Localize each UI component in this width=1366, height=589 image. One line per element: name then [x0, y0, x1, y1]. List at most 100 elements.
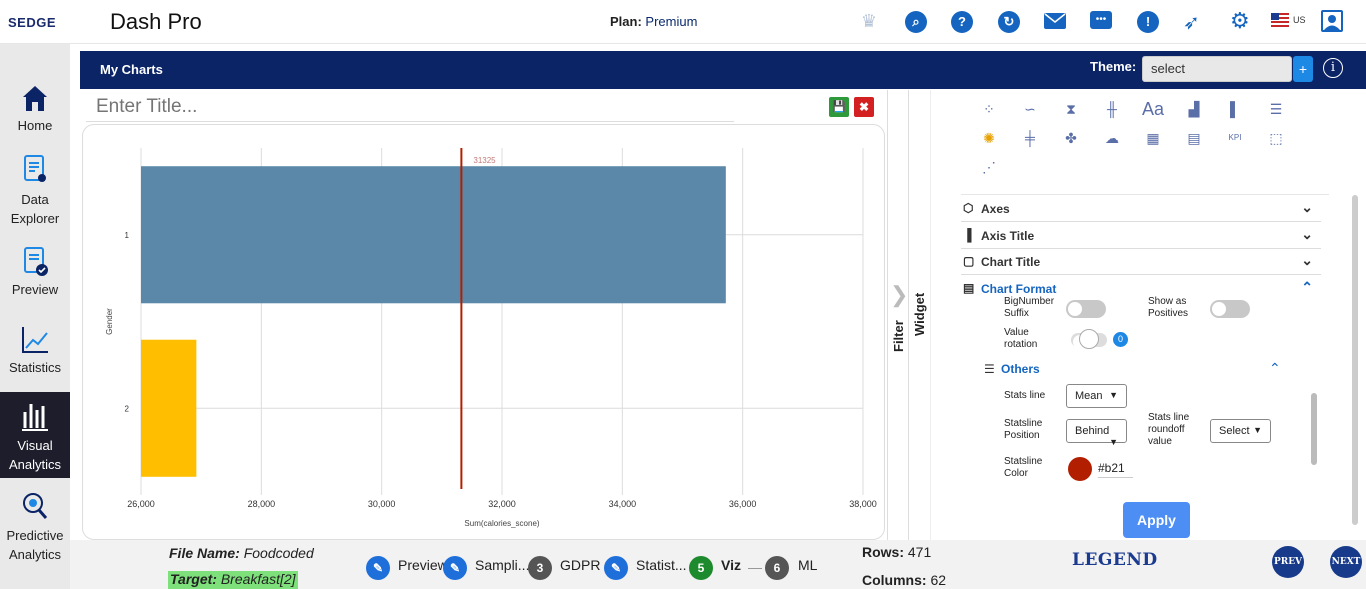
sidebar-item-statistics[interactable]: Statistics: [0, 324, 70, 382]
bar-chart-icon[interactable]: ▌: [1230, 101, 1240, 117]
accordion-chart-title[interactable]: ▢ Chart Title ⌄: [961, 248, 1321, 275]
radar-chart-icon[interactable]: ✺: [983, 130, 995, 146]
target-label: Target:: [170, 571, 217, 587]
step-ml[interactable]: ML: [798, 557, 818, 573]
data-explorer-icon: [24, 155, 46, 182]
box-plot-icon[interactable]: ╪: [1025, 130, 1035, 146]
theme-select[interactable]: select: [1142, 56, 1292, 82]
statsline-color-swatch[interactable]: [1068, 457, 1092, 481]
next-button[interactable]: NEXT: [1330, 546, 1362, 578]
sidebar-item-visual-analytics[interactable]: Visual Analytics: [0, 392, 70, 478]
bar[interactable]: [141, 339, 197, 477]
step-sampling[interactable]: Sampli...: [475, 557, 530, 573]
accordion-label: Axis Title: [981, 229, 1035, 243]
text-widget-icon[interactable]: Aa: [1142, 99, 1165, 119]
save-icon[interactable]: 💾: [829, 97, 849, 117]
columns-count: Columns: 62: [862, 572, 946, 588]
alert-icon[interactable]: !: [1137, 11, 1159, 33]
scatter-chart-icon[interactable]: ⁘: [983, 101, 995, 117]
card-widget-icon[interactable]: ▤: [1187, 130, 1201, 146]
trend-chart-icon[interactable]: ⋰: [982, 159, 996, 175]
x-tick-label: 38,000: [849, 499, 877, 509]
search-icon[interactable]: ⌕: [905, 11, 927, 33]
heatmap-icon[interactable]: ▦: [1146, 130, 1160, 146]
statsline-position-select[interactable]: Behind ▼: [1066, 419, 1127, 447]
close-icon[interactable]: ✖: [854, 97, 874, 117]
crown-icon[interactable]: ♛: [860, 11, 878, 31]
word-cloud-icon[interactable]: ☁: [1105, 130, 1119, 146]
collapse-arrow-icon[interactable]: ❯: [890, 282, 909, 307]
chat-icon[interactable]: •••: [1090, 11, 1112, 29]
x-tick-label: 30,000: [368, 499, 396, 509]
sidebar-item-home[interactable]: Home: [0, 82, 70, 137]
edit-icon[interactable]: ✎: [443, 556, 467, 580]
info-icon[interactable]: i: [1323, 58, 1343, 78]
refresh-icon[interactable]: ↻: [998, 11, 1020, 33]
value-rotation-label: Value rotation: [1004, 327, 1038, 350]
candlestick-icon[interactable]: ╫: [1107, 101, 1117, 117]
prev-button[interactable]: PREV: [1272, 546, 1304, 578]
bignumber-suffix-toggle[interactable]: [1066, 300, 1106, 318]
accordion-chart-format[interactable]: ▤ Chart Format ⌃: [961, 275, 1321, 302]
columns-label: Columns:: [862, 572, 927, 588]
panel-scrollbar[interactable]: [1352, 195, 1358, 525]
step-gdpr[interactable]: GDPR: [560, 557, 601, 573]
accordion-label: Chart Format: [981, 282, 1057, 296]
sidebar-item-predictive-analytics[interactable]: Predictive Analytics: [0, 490, 70, 570]
flow-chart-icon[interactable]: ∽: [1024, 101, 1036, 117]
stats-line-roundoff-select[interactable]: Select ▼: [1210, 419, 1271, 443]
step-viz[interactable]: Viz: [721, 557, 741, 573]
accordion-axis-title[interactable]: ▐ Axis Title ⌄: [961, 222, 1321, 249]
statsline-color-input[interactable]: #b21: [1098, 458, 1133, 478]
rows-label: Rows:: [862, 544, 904, 560]
bar[interactable]: [141, 166, 726, 304]
others-section-title[interactable]: Others: [1001, 362, 1040, 376]
apply-button[interactable]: Apply: [1123, 502, 1190, 538]
x-tick-label: 26,000: [127, 499, 155, 509]
step-statistics[interactable]: Statist...: [636, 557, 687, 573]
x-axis-label: Sum(calories_scone): [464, 519, 539, 528]
bullet-chart-icon[interactable]: ☰: [1269, 101, 1283, 117]
sedge-logo[interactable]: SEDGE: [8, 15, 57, 30]
chevron-down-icon: ▼: [1109, 437, 1118, 447]
map-icon[interactable]: ✤: [1065, 130, 1077, 146]
help-icon[interactable]: ?: [951, 11, 973, 33]
rocket-icon[interactable]: ➶: [1183, 12, 1200, 34]
axis-title-icon: ▐: [963, 228, 972, 242]
settings-icon[interactable]: ⚙: [1230, 8, 1250, 33]
kpi-icon[interactable]: KPI: [1228, 133, 1242, 142]
cube-icon[interactable]: ⬚: [1269, 130, 1283, 146]
legend-logo[interactable]: LEGEND: [1072, 550, 1158, 570]
edit-icon[interactable]: ✎: [366, 556, 390, 580]
stats-line-select[interactable]: Mean ▼: [1066, 384, 1127, 408]
sidebar-item-data-explorer[interactable]: Data Explorer: [0, 154, 70, 234]
chart-title-input[interactable]: [86, 92, 734, 122]
bar-chart[interactable]: 26,000 28,000 30,000 32,000 34,000 36,000 38,0…: [83, 125, 886, 541]
user-icon[interactable]: [1321, 10, 1343, 32]
tab-widget-label: Widget: [912, 292, 927, 336]
add-theme-button[interactable]: +: [1293, 56, 1313, 82]
tab-widget[interactable]: Widget: [908, 90, 930, 540]
tab-filter[interactable]: ❯ Filter: [887, 90, 909, 540]
show-as-positives-toggle[interactable]: [1210, 300, 1250, 318]
chevron-up-icon[interactable]: ⌃: [1269, 360, 1281, 376]
edit-icon[interactable]: ✎: [604, 556, 628, 580]
accordion-axes[interactable]: ⬡ Axes ⌄: [961, 195, 1321, 222]
sidebar-item-preview[interactable]: Preview: [0, 246, 70, 306]
chevron-down-icon: ⌄: [1301, 252, 1313, 268]
violin-chart-icon[interactable]: ⧗: [1066, 101, 1076, 117]
y-axis-label: Gender: [105, 308, 114, 335]
chart-title-icon: ▢: [963, 254, 975, 268]
mail-icon[interactable]: [1044, 13, 1066, 29]
format-scrollbar[interactable]: [1311, 393, 1317, 465]
plan-value: Premium: [645, 14, 698, 29]
area-bar-icon[interactable]: ▟: [1188, 101, 1200, 117]
home-icon: [23, 86, 47, 111]
accordion-label: Axes: [981, 202, 1010, 216]
us-flag-icon[interactable]: [1271, 13, 1289, 27]
target-value: Breakfast[2]: [220, 571, 296, 587]
slider-handle[interactable]: [1079, 329, 1099, 349]
select-value: Behind: [1075, 425, 1110, 437]
step-connector: [748, 568, 762, 569]
step-preview[interactable]: Preview: [398, 557, 448, 573]
